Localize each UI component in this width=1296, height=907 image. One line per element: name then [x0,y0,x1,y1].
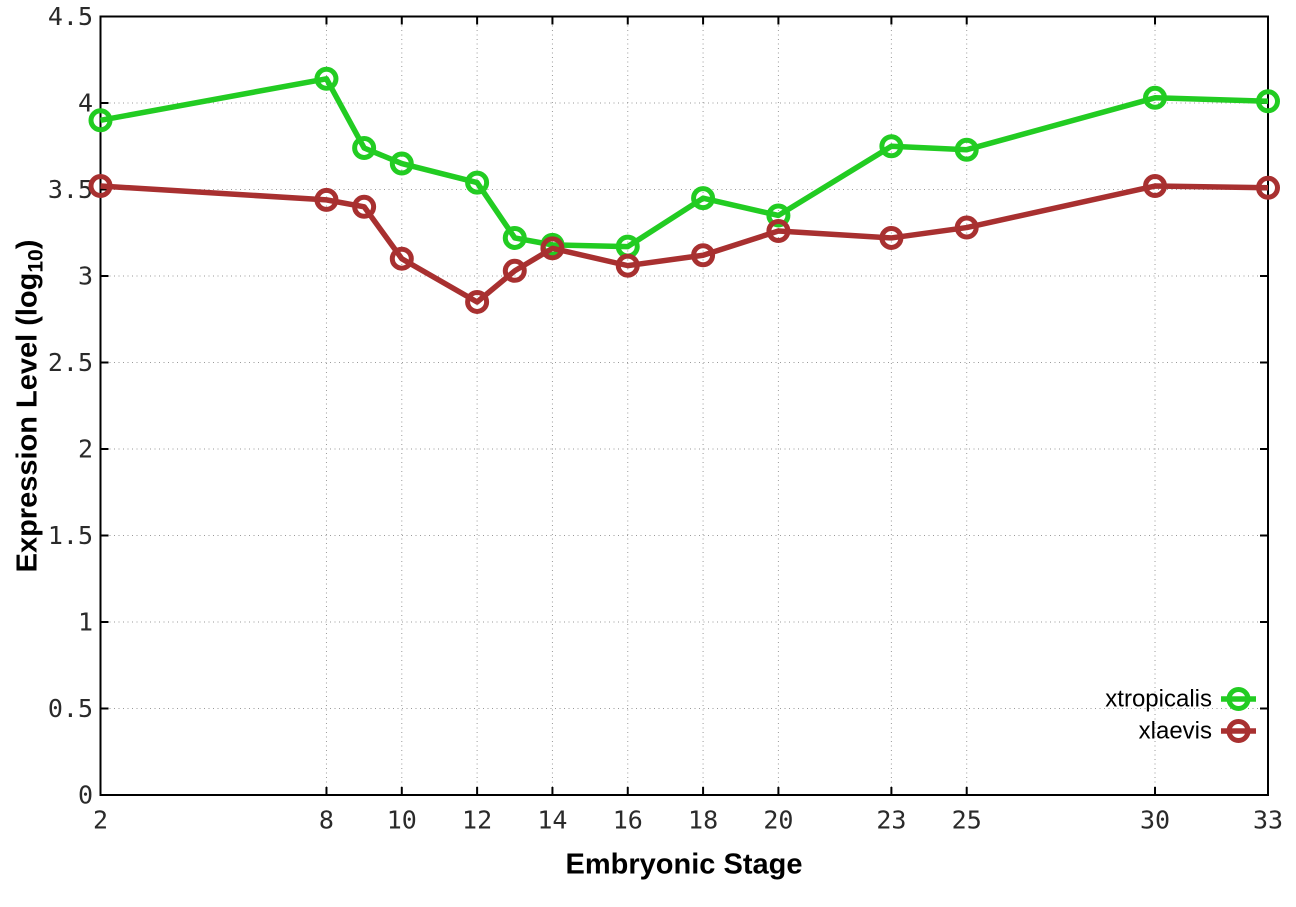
data-point-xtropicalis [465,170,490,195]
y-tick-label: 0.5 [48,694,93,723]
x-tick-label: 16 [613,806,643,835]
data-point-xlaevis [389,246,414,271]
x-tick-label: 20 [763,806,793,835]
y-tick-label: 2.5 [48,348,93,377]
y-tick-label: 1.5 [48,521,93,550]
data-point-xlaevis [1143,174,1168,199]
series-line-xtropicalis [100,76,1269,250]
data-point-xlaevis [465,289,490,314]
x-tick-label: 10 [387,806,417,835]
data-point-xtropicalis [352,135,377,160]
legend-sample-marker-xlaevis [1226,719,1251,743]
y-tick-label: 0 [78,781,93,810]
data-point-xlaevis [766,219,791,244]
legend-sample-marker-xtropicalis [1226,687,1251,711]
x-tick-label: 30 [1140,806,1170,835]
y-tick-label: 1 [78,608,93,637]
y-tick-label: 3.5 [48,175,93,204]
legend-label-xtropicalis: xtropicalis [1105,686,1212,713]
y-axis-title-subscript: 10 [24,249,48,273]
x-tick-label: 18 [688,806,718,835]
data-point-xtropicalis [88,108,113,133]
data-point-xlaevis [1256,175,1280,200]
data-point-xlaevis [352,194,377,219]
y-axis-title-end: ) [11,239,44,250]
data-point-xtropicalis [1143,85,1168,110]
data-point-xtropicalis [1256,89,1280,114]
legend-label-xlaevis: xlaevis [1139,718,1212,745]
data-point-xtropicalis [954,137,979,162]
x-tick-label: 12 [462,806,492,835]
data-point-xlaevis [879,225,904,250]
data-point-xtropicalis [389,151,414,176]
y-axis-title-main: Expression Level (log [11,272,44,573]
x-tick-label: 23 [876,806,906,835]
data-point-xlaevis [954,215,979,240]
plot-border [99,15,1269,796]
data-point-xlaevis [615,253,640,278]
x-tick-label: 8 [319,806,334,835]
x-tick-label: 25 [952,806,982,835]
data-point-xlaevis [88,174,113,199]
x-tick-label: 14 [537,806,567,835]
y-tick-label: 4.5 [48,2,93,31]
series-line-xlaevis [100,183,1269,305]
data-point-xlaevis [691,243,716,268]
data-point-xlaevis [314,187,339,212]
y-tick-label: 2 [78,435,93,464]
data-point-xtropicalis [691,186,716,211]
y-axis-title: Expression Level (log10) [12,240,49,573]
x-tick-label: 2 [93,806,108,835]
data-point-xtropicalis [502,225,527,250]
data-point-xlaevis [502,258,527,283]
data-point-xtropicalis [314,66,339,91]
data-point-xlaevis [540,236,565,261]
x-axis-title: Embryonic Stage [565,848,803,881]
x-tick-label: 33 [1253,806,1283,835]
data-point-xtropicalis [879,134,904,159]
data-point-xtropicalis [766,203,791,228]
y-tick-label: 4 [78,89,93,118]
y-tick-label: 3 [78,262,93,291]
